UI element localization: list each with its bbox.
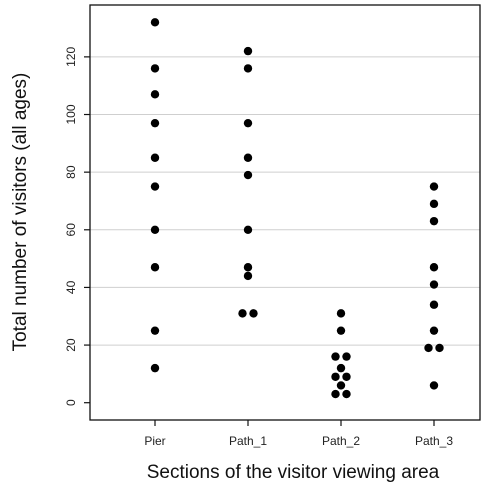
data-point-path-1	[238, 309, 247, 318]
data-point-pier	[150, 153, 160, 162]
data-point-pier	[150, 118, 160, 128]
y-tick-label: 100	[64, 104, 78, 124]
data-point-path-3	[429, 300, 439, 309]
data-point-path-2	[342, 389, 351, 399]
data-point-path-1	[243, 271, 253, 281]
data-point-path-1	[243, 118, 253, 128]
data-point-path-1	[249, 309, 258, 318]
data-point-path-1	[243, 225, 253, 234]
x-tick-label: Path_3	[415, 434, 453, 448]
data-point-path-2	[342, 352, 351, 361]
data-point-path-3	[424, 343, 433, 353]
x-tick-label: Path_2	[322, 434, 360, 448]
y-axis: 0 20 40 60 80 100 120	[64, 47, 90, 406]
data-point-pier	[150, 363, 160, 373]
data-point-pier	[150, 64, 160, 73]
data-point-pier	[150, 90, 160, 99]
x-axis-title: Sections of the visitor viewing area	[147, 462, 440, 483]
data-point-pier	[150, 326, 160, 335]
data-point-path-1	[243, 170, 253, 180]
data-point-pier	[150, 18, 160, 27]
x-tick-label: Path_1	[229, 434, 267, 448]
gridlines	[90, 56, 480, 346]
x-tick-label: Pier	[144, 434, 165, 448]
data-point-path-3	[429, 381, 439, 390]
x-axis: Pier Path_1 Path_2 Path_3	[144, 420, 453, 448]
data-point-path-2	[331, 389, 340, 399]
y-tick-label: 20	[64, 338, 78, 352]
data-point-path-2	[336, 381, 346, 390]
data-point-path-3	[429, 263, 439, 272]
data-point-path-2	[336, 326, 346, 335]
data-point-path-3	[429, 326, 439, 335]
plot-frame	[89, 4, 481, 421]
data-point-path-3	[435, 343, 444, 353]
data-point-path-1	[243, 263, 253, 272]
data-point-path-3	[429, 216, 439, 226]
data-point-path-1	[243, 64, 253, 73]
data-point-path-1	[243, 153, 253, 162]
y-tick-label: 120	[64, 47, 78, 67]
data-point-path-2	[331, 372, 340, 381]
y-tick-label: 0	[64, 399, 78, 406]
y-tick-label: 40	[64, 280, 78, 294]
data-point-pier	[150, 182, 160, 191]
data-point-path-1	[243, 46, 253, 56]
y-tick-label: 80	[64, 165, 78, 179]
data-point-path-3	[429, 182, 439, 191]
data-point-path-3	[429, 199, 439, 209]
data-point-path-2	[342, 372, 351, 381]
y-tick-label: 60	[64, 223, 78, 237]
data-point-pier	[150, 225, 160, 234]
data-point-path-2	[331, 352, 340, 361]
y-axis-title: Total number of visitors (all ages)	[10, 73, 31, 352]
data-point-path-2	[336, 309, 346, 318]
data-point-path-2	[336, 363, 346, 373]
data-points	[150, 18, 444, 399]
data-point-pier	[150, 263, 160, 272]
data-point-path-3	[429, 280, 439, 289]
